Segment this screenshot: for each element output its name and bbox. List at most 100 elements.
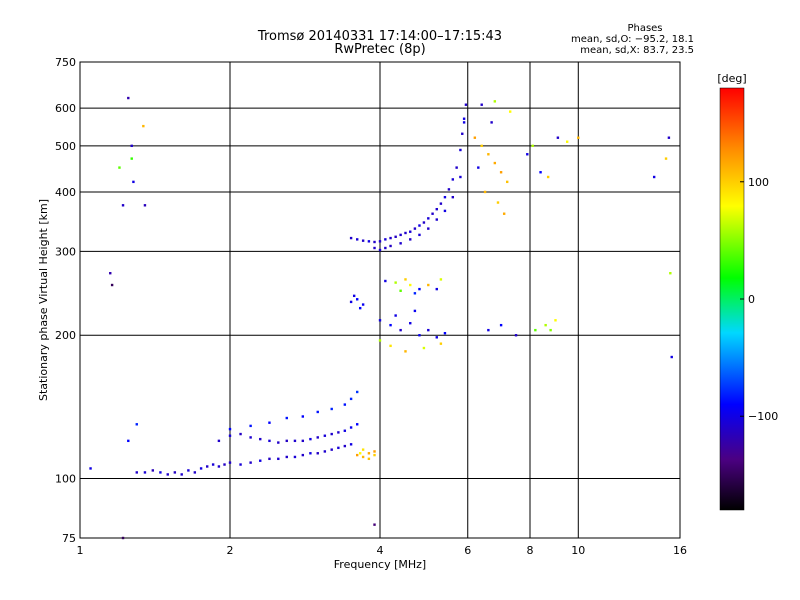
data-point xyxy=(223,463,226,466)
data-point xyxy=(378,248,382,252)
data-point xyxy=(539,171,542,174)
data-point xyxy=(462,117,466,120)
data-point xyxy=(166,473,169,476)
x-tick-label: 16 xyxy=(673,544,687,557)
data-point xyxy=(337,446,340,450)
data-point xyxy=(409,321,412,325)
data-point xyxy=(373,450,376,453)
data-point xyxy=(435,287,438,291)
data-point xyxy=(373,240,376,244)
data-point xyxy=(323,434,327,437)
data-point xyxy=(349,397,353,401)
data-point xyxy=(451,178,455,181)
data-point xyxy=(399,289,402,292)
data-point xyxy=(259,437,262,441)
data-point xyxy=(427,328,430,332)
data-point xyxy=(361,448,365,451)
x-tick-label: 4 xyxy=(377,544,384,557)
data-point xyxy=(285,455,288,459)
data-point xyxy=(316,436,319,439)
data-point xyxy=(422,346,426,350)
data-point xyxy=(526,153,529,156)
data-point xyxy=(549,328,552,332)
data-point xyxy=(399,242,402,245)
data-point xyxy=(384,279,387,283)
data-point xyxy=(309,452,312,455)
data-point xyxy=(301,415,305,418)
data-point xyxy=(459,148,462,152)
data-point xyxy=(143,204,147,207)
data-point xyxy=(384,238,387,241)
data-point xyxy=(459,175,462,179)
data-point xyxy=(217,439,221,443)
data-point xyxy=(249,461,252,464)
data-point xyxy=(394,281,397,284)
data-point xyxy=(384,246,387,250)
y-axis-label: Stationary phase Virtual Height [km] xyxy=(37,199,50,401)
data-point xyxy=(355,238,359,241)
data-point xyxy=(355,453,359,457)
data-point xyxy=(439,202,443,205)
data-point xyxy=(389,323,392,327)
colorbar-tick-label: −100 xyxy=(748,410,778,423)
stats-line-x: mean, sd,X: 83.7, 23.5 xyxy=(580,45,694,56)
data-point xyxy=(293,439,297,443)
data-point xyxy=(480,103,483,106)
data-points xyxy=(89,96,673,540)
colorbar-ticks: 100 0 −100 xyxy=(740,176,778,423)
data-point xyxy=(443,195,447,199)
x-tick-label: 2 xyxy=(227,544,234,557)
data-point xyxy=(268,421,271,424)
data-point xyxy=(378,339,382,342)
data-point xyxy=(127,96,130,100)
data-point xyxy=(277,457,280,461)
data-point xyxy=(378,319,382,322)
data-point xyxy=(349,443,353,446)
data-point xyxy=(413,309,417,313)
data-point xyxy=(505,180,509,184)
chart-title: Tromsø 20140331 17:14:00–17:15:43 xyxy=(257,29,502,44)
data-point xyxy=(464,103,468,106)
data-point xyxy=(330,432,333,436)
data-point xyxy=(455,166,458,169)
data-point xyxy=(249,424,252,428)
x-axis: 1 2 4 6 8 10 16 xyxy=(77,544,688,557)
data-point xyxy=(451,195,455,199)
data-point xyxy=(367,240,371,243)
data-point xyxy=(404,231,407,235)
x-tick-label: 6 xyxy=(464,544,471,557)
data-point xyxy=(285,416,288,420)
colorbar-tick-label: 0 xyxy=(748,293,755,306)
colorbar-tick-label: 100 xyxy=(748,176,769,189)
data-point xyxy=(180,473,183,476)
data-point xyxy=(121,536,125,540)
data-point xyxy=(142,124,145,128)
data-point xyxy=(323,450,327,453)
data-point xyxy=(259,459,262,462)
stats-title: Phases xyxy=(627,23,662,34)
data-point xyxy=(554,319,557,322)
data-point xyxy=(422,221,426,224)
data-point xyxy=(399,233,402,237)
data-point xyxy=(439,342,443,345)
data-point xyxy=(349,236,353,240)
data-point xyxy=(443,209,447,213)
data-point xyxy=(487,328,490,332)
data-point xyxy=(361,303,365,306)
data-point xyxy=(389,236,392,240)
data-point xyxy=(413,227,417,230)
data-point xyxy=(316,452,319,455)
data-point xyxy=(343,444,347,448)
data-point xyxy=(461,132,464,135)
data-point xyxy=(135,423,138,426)
data-point xyxy=(228,461,232,464)
data-point xyxy=(130,157,133,160)
data-point xyxy=(118,166,121,169)
data-point xyxy=(670,355,673,359)
y-tick-label: 750 xyxy=(55,56,76,69)
data-point xyxy=(435,207,438,211)
data-point xyxy=(418,334,421,337)
data-point xyxy=(664,157,668,160)
data-point xyxy=(268,439,271,443)
